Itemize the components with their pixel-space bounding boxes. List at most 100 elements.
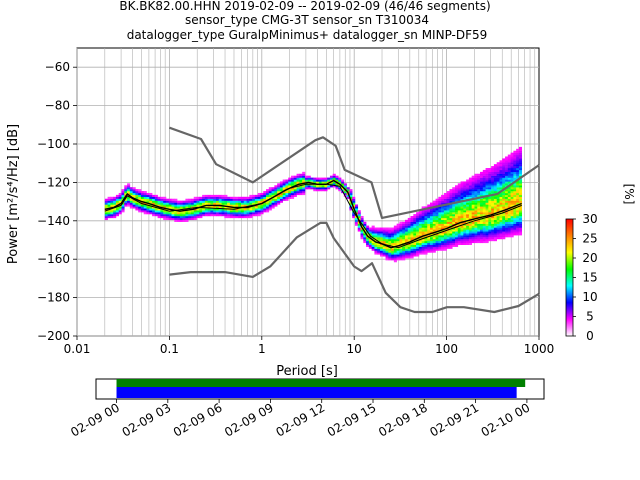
histogram-cell: [491, 212, 495, 215]
histogram-cell: [391, 240, 395, 244]
histogram-cell: [110, 208, 114, 211]
histogram-cell: [468, 202, 472, 205]
histogram-cell: [441, 219, 445, 222]
histogram-cell: [482, 181, 486, 184]
mean-psd-line: [104, 179, 522, 249]
histogram-cell: [429, 212, 434, 215]
histogram-cell: [435, 233, 439, 236]
histogram-cell: [510, 185, 514, 188]
histogram-cell: [349, 202, 353, 205]
histogram-cell: [429, 244, 434, 247]
histogram-cell: [418, 229, 422, 232]
histogram-cell: [513, 221, 517, 224]
histogram-cell: [341, 181, 345, 184]
histogram-cell: [249, 208, 253, 211]
histogram-cell: [371, 231, 375, 234]
histogram-cell: [460, 204, 464, 207]
histogram-cell: [502, 210, 506, 213]
histogram-cell: [474, 187, 478, 190]
histogram-cell: [399, 240, 403, 244]
histogram-cell: [257, 194, 261, 197]
histogram-cell: [460, 227, 464, 230]
histogram-cell: [227, 196, 231, 199]
histogram-cell: [146, 206, 150, 209]
histogram-cell: [485, 217, 489, 221]
histogram-cell: [438, 246, 442, 249]
histogram-cell: [416, 216, 420, 219]
histogram-cell: [391, 235, 395, 238]
histogram-cell: [379, 235, 384, 238]
histogram-cell: [507, 216, 511, 219]
histogram-cell: [507, 179, 511, 182]
histogram-cell: [449, 231, 453, 234]
histogram-cell: [485, 192, 489, 196]
histogram-cell: [393, 240, 397, 244]
histogram-cell: [413, 227, 417, 230]
histogram-cell: [491, 171, 495, 174]
histogram-cell: [352, 214, 356, 217]
histogram-cell: [468, 229, 472, 232]
histogram-cell: [179, 216, 183, 219]
x-tick-label: 10: [347, 342, 362, 356]
histogram-cell: [474, 210, 478, 213]
histogram-cell: [329, 175, 334, 178]
histogram-cell: [513, 216, 517, 219]
histogram-cell: [418, 252, 422, 255]
histogram-cell: [518, 221, 523, 224]
histogram-cell: [196, 216, 200, 219]
histogram-cell: [466, 217, 470, 221]
histogram-cell: [163, 204, 167, 207]
histogram-cell: [377, 250, 381, 253]
histogram-cell: [235, 200, 239, 203]
histogram-cell: [513, 225, 517, 228]
histogram-cell: [263, 208, 267, 211]
histogram-cell: [210, 198, 214, 201]
histogram-cell: [127, 198, 131, 201]
histogram-cell: [432, 229, 436, 232]
histogram-cell: [410, 223, 414, 226]
histogram-cell: [113, 214, 117, 217]
histogram-cell: [149, 200, 153, 203]
histogram-cell: [393, 227, 397, 230]
histogram-cell: [510, 158, 514, 161]
histogram-cell: [477, 225, 481, 228]
histogram-cell: [418, 216, 422, 219]
histogram-cell: [321, 187, 325, 190]
histogram-cell: [474, 229, 478, 232]
histogram-cell: [104, 216, 108, 219]
histogram-cell: [421, 240, 425, 244]
histogram-cell: [229, 210, 233, 213]
histogram-cell: [113, 202, 117, 205]
histogram-cell: [463, 210, 467, 213]
histogram-cell: [480, 208, 484, 211]
histogram-cell: [493, 219, 497, 222]
histogram-cell: [477, 192, 481, 196]
histogram-cell: [302, 185, 306, 188]
histogram-cell: [274, 202, 278, 205]
histogram-cell: [516, 150, 520, 153]
histogram-cell: [502, 217, 506, 221]
histogram-cell: [477, 235, 481, 238]
histogram-cell: [232, 214, 236, 217]
histogram-cell: [510, 189, 514, 192]
histogram-cell: [388, 237, 392, 240]
histogram-cell: [391, 254, 395, 257]
histogram-cell: [443, 214, 447, 217]
histogram-cell: [480, 214, 484, 217]
histogram-cell: [110, 202, 114, 205]
histogram-cell: [127, 204, 131, 207]
histogram-cell: [352, 204, 356, 207]
histogram-cell: [513, 164, 517, 167]
histogram-cell: [499, 202, 503, 205]
histogram-cell: [443, 200, 447, 203]
histogram-cell: [496, 179, 500, 182]
histogram-cell: [382, 244, 386, 247]
histogram-cell: [268, 189, 272, 192]
histogram-cell: [296, 173, 300, 176]
histogram-cell: [360, 235, 364, 238]
histogram-cell: [424, 239, 428, 242]
histogram-cell: [482, 240, 486, 244]
histogram-cell: [441, 246, 445, 249]
histogram-cell: [421, 229, 425, 232]
histogram-cell: [455, 231, 459, 234]
